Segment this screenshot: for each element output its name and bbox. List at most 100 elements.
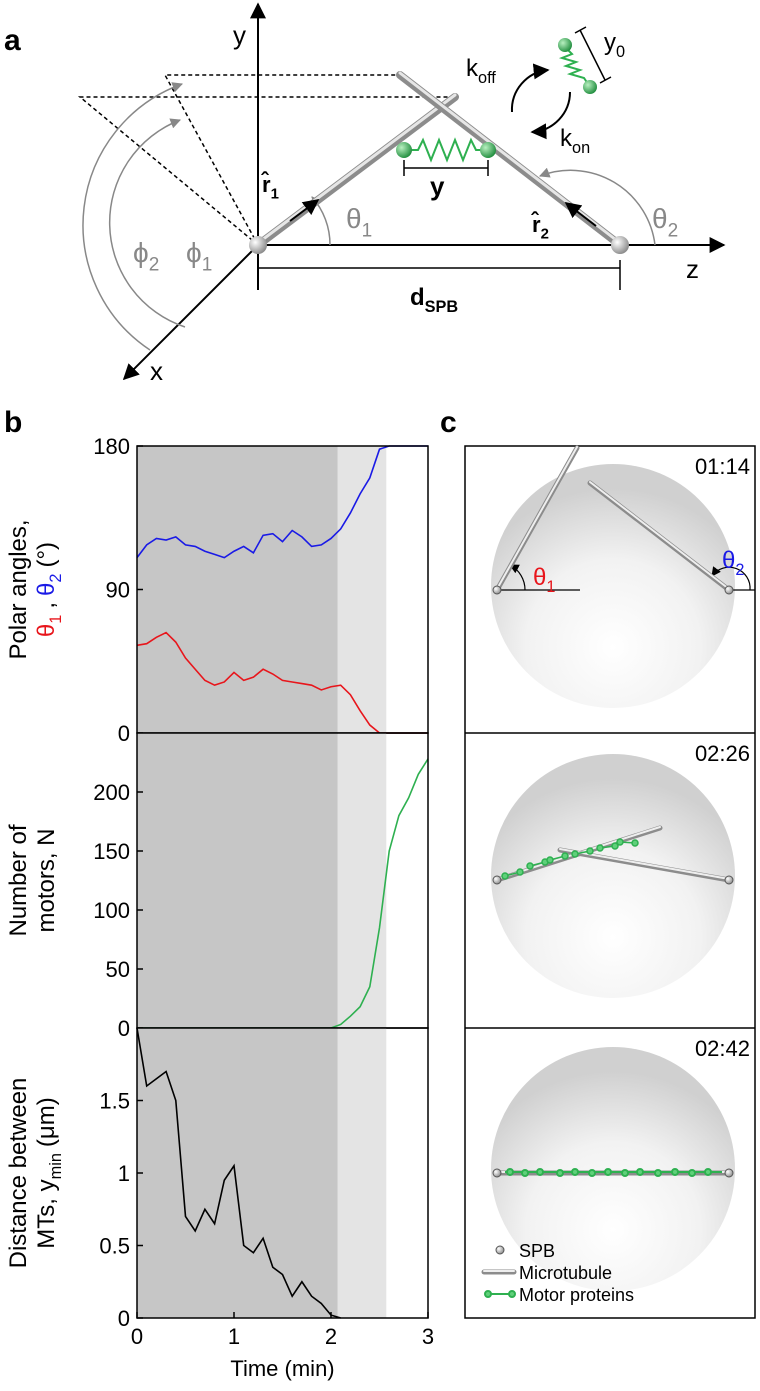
snapshot-frame [464, 445, 756, 1319]
angle-label: ϕ1 [186, 237, 212, 275]
text-part: d [410, 284, 425, 311]
snapshots [464, 445, 756, 1319]
spb [492, 875, 502, 885]
spb [724, 875, 734, 885]
y-tick-label: 0 [118, 1016, 130, 1041]
theta-arc [711, 566, 751, 591]
y-tick-label: 0 [118, 1306, 130, 1331]
text-part: r̂ [531, 211, 541, 237]
vector-label: r̂1 [261, 171, 279, 202]
subscript: 1 [47, 615, 65, 624]
microtubule [398, 71, 622, 245]
axis-label: x [150, 356, 163, 386]
text-part: y [604, 29, 616, 56]
legend-symbol [484, 1290, 516, 1298]
text-part: θ [533, 564, 546, 591]
phase-shading [337, 1028, 387, 1318]
timestamp: 01:14 [695, 454, 750, 479]
diagram [77, 2, 726, 381]
subscript: 2 [735, 561, 744, 579]
x-tick-label: 0 [131, 1324, 143, 1349]
x-axis [122, 244, 259, 381]
text-part: k [466, 55, 479, 82]
vector-label: r̂2 [531, 211, 549, 242]
spring [408, 137, 484, 163]
microtubule [496, 446, 578, 590]
subscript: 1 [362, 220, 373, 241]
motor-head [583, 80, 597, 94]
subscript: on [572, 139, 590, 157]
y-axis-label: motors, N [33, 828, 60, 932]
microtubule [256, 93, 457, 245]
axis-label: z [686, 254, 699, 284]
spb [492, 585, 502, 595]
text-part: x [150, 356, 163, 386]
text-part: z [686, 254, 699, 284]
angle-label: θ2 [652, 203, 678, 241]
nucleus [491, 464, 735, 708]
text-part: , [33, 602, 60, 609]
legend-symbol [495, 1245, 505, 1255]
y-axis-label: Distance between [5, 1078, 32, 1269]
text-part: y [233, 20, 246, 50]
unit-vector [564, 202, 597, 227]
angle-label: θ2 [722, 547, 744, 579]
reaction-arrow [510, 63, 550, 113]
text-part: ϕ [186, 237, 202, 268]
subscript: 0 [616, 43, 625, 61]
angle-label: ϕ2 [133, 237, 159, 275]
subscript: 2 [149, 254, 160, 275]
data-line [136, 1027, 341, 1319]
motor-proteins [501, 838, 639, 880]
legend-label: SPB [519, 1241, 555, 1261]
text-part: r̂ [261, 171, 271, 197]
subscript: 2 [668, 220, 679, 241]
text-part: Number of [5, 824, 32, 936]
text-part: θ [652, 203, 668, 234]
spring [558, 47, 589, 85]
timestamp: 02:42 [695, 1036, 750, 1061]
x-tick-label: 2 [325, 1324, 337, 1349]
legend-label: Motor proteins [519, 1285, 634, 1305]
y-tick-label: 1 [118, 1161, 130, 1186]
spb [249, 236, 267, 254]
theta-arc [539, 167, 656, 246]
y-tick-label: 180 [93, 434, 130, 459]
microtubule [589, 481, 730, 590]
y-tick-label: 50 [106, 957, 130, 982]
subscript: 2 [47, 574, 65, 583]
subscript: min [47, 1153, 65, 1179]
text-part: k [560, 125, 573, 152]
y-axis-label: Polar angles, [5, 519, 32, 659]
y-axis-label: θ1,θ2(°) [33, 542, 65, 637]
y-tick-label: 200 [93, 780, 130, 805]
angle-label: θ1 [533, 564, 555, 596]
text-part: y [430, 171, 445, 201]
motor-head [558, 38, 572, 52]
text-part: MTs, y [33, 1179, 60, 1248]
text-part: Polar angles, [5, 519, 32, 659]
subscript: 1 [271, 186, 279, 203]
text-part: (μm) [33, 1097, 60, 1147]
data-line [136, 445, 428, 559]
rate-label: koff [466, 55, 496, 87]
text-part: θ [346, 203, 362, 234]
phase-shading [337, 733, 387, 1028]
subscript: 1 [202, 254, 213, 275]
panel-label: c [440, 406, 457, 439]
y-tick-label: 0.5 [99, 1234, 130, 1259]
legend-label: Microtubule [519, 1263, 612, 1283]
text-part: Distance between [5, 1078, 32, 1269]
text-part: θ [33, 583, 60, 596]
phase-shading [337, 446, 387, 733]
nucleus [491, 754, 735, 998]
dimension [403, 160, 489, 176]
reaction-arrow [530, 91, 572, 140]
x-tick-label: 3 [422, 1324, 434, 1349]
text-part: motors, N [33, 828, 60, 932]
y-tick-label: 150 [93, 839, 130, 864]
text-part: θ [33, 624, 60, 637]
length-label: y [430, 171, 445, 201]
spb [611, 236, 629, 254]
